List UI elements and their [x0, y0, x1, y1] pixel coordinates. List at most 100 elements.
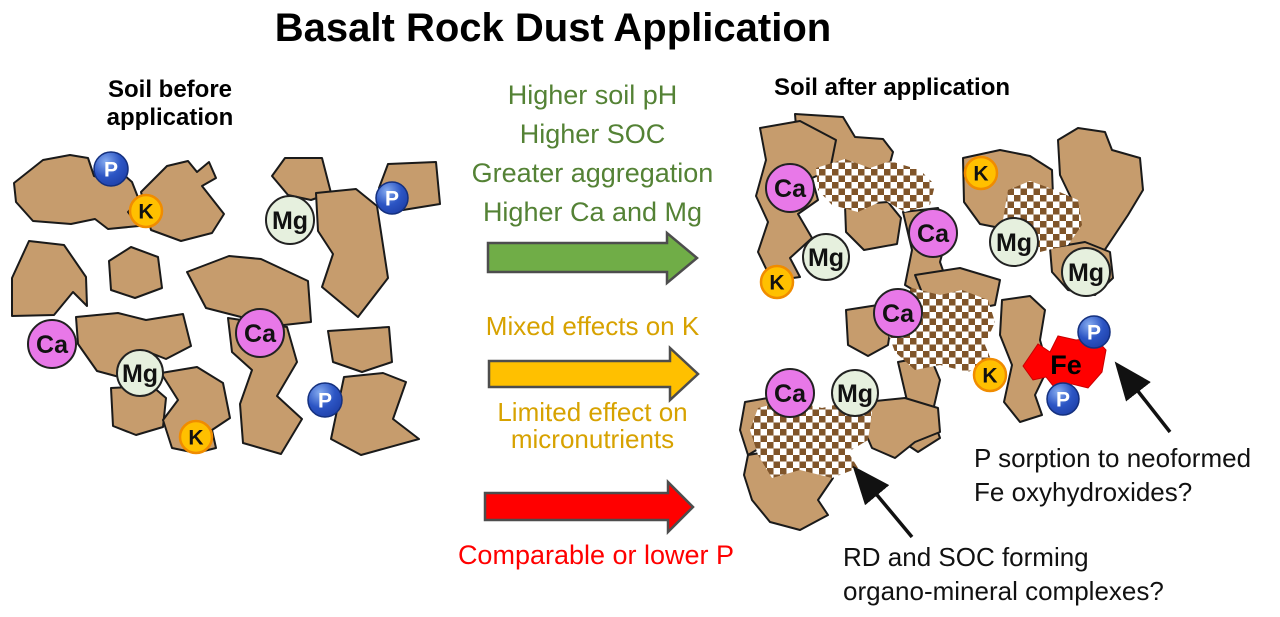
annotation-arrow: [852, 465, 914, 539]
ion-label: Ca: [882, 300, 915, 328]
ion-label: P: [104, 159, 118, 182]
soil-particle: [315, 188, 389, 318]
effect-line: Limited effect on: [497, 397, 688, 427]
ion-circle: [307, 382, 343, 418]
ion-badge-ca: Ca: [235, 308, 285, 358]
annotation-rd-soc: RD and SOC forming organo-mineral comple…: [843, 540, 1164, 608]
ion-badge-k: K: [128, 193, 164, 229]
ion-circle: [178, 419, 214, 455]
ion-label: Ca: [774, 380, 807, 408]
ion-label: K: [769, 272, 784, 295]
soil-particle: [108, 246, 163, 299]
ion-circle: [1061, 247, 1111, 297]
ion-badge-mg: Mg: [989, 217, 1039, 267]
ion-label: Mg: [837, 380, 873, 408]
annotation-p-sorption: P sorption to neoformed Fe oxyhydroxides…: [974, 441, 1251, 509]
ion-label: P: [385, 188, 399, 211]
ion-circle: [27, 319, 77, 369]
heading-soil-before: Soil before application: [106, 76, 234, 131]
ion-badge-p: P: [307, 382, 343, 418]
ion-circle: [802, 233, 850, 281]
ions-after: Ca K Ca Mg Mg Mg K Ca K Ca Mg P P: [759, 155, 1111, 418]
soil-particle: [140, 160, 225, 242]
ion-badge-p: P: [1077, 315, 1111, 349]
ion-badge-ca: Ca: [765, 163, 815, 213]
ion-circle: [265, 195, 315, 245]
ion-badge-mg: Mg: [831, 369, 879, 417]
ion-label: P: [1087, 322, 1101, 345]
effect-line: Greater aggregation: [471, 158, 714, 188]
ion-label: Mg: [996, 229, 1032, 257]
ion-badge-mg: Mg: [116, 349, 164, 397]
ion-circle: [831, 369, 879, 417]
ion-badge-k: K: [972, 357, 1008, 393]
effect-line: micronutrients: [510, 424, 675, 454]
ion-badge-k: K: [178, 419, 214, 455]
ion-label: P: [1056, 389, 1070, 412]
limited-effects-text: Limited effect on micronutrients: [445, 399, 740, 453]
ion-circle: [989, 217, 1039, 267]
annotation-line: organo-mineral complexes?: [843, 576, 1164, 606]
ion-label: Ca: [244, 320, 277, 348]
effect-arrow-positive: [486, 230, 699, 286]
ion-label: K: [973, 163, 988, 186]
ion-circle: [765, 368, 815, 418]
ion-circle: [908, 208, 958, 258]
ion-circle: [765, 163, 815, 213]
mixed-effects-text: Mixed effects on K: [485, 311, 700, 341]
negative-effects-text: Comparable or lower P: [457, 540, 735, 570]
soil-particle: [330, 372, 420, 456]
effect-line: Higher soil pH: [507, 80, 678, 110]
ion-label: Ca: [36, 331, 69, 359]
ion-circle: [873, 288, 923, 338]
ion-label: K: [982, 365, 997, 388]
page-title: Basalt Rock Dust Application: [274, 6, 832, 50]
ion-badge-mg: Mg: [802, 233, 850, 281]
annotation-line: RD and SOC forming: [843, 542, 1089, 572]
positive-effects-text: Higher soil pH Higher SOC Greater aggreg…: [445, 76, 740, 232]
ion-label: Ca: [774, 175, 807, 203]
ion-label: P: [318, 390, 332, 413]
ion-label: Mg: [1068, 259, 1104, 287]
effect-line: Higher SOC: [519, 119, 666, 149]
annotation-line: P sorption to neoformed: [974, 443, 1252, 473]
ion-circle: [93, 151, 129, 187]
ion-circle: [972, 357, 1008, 393]
soil-particle: [186, 255, 312, 326]
ion-label: Mg: [272, 207, 308, 235]
soil-particle: [999, 295, 1049, 423]
rock-dust-patch: [750, 400, 872, 478]
ion-badge-mg: Mg: [1061, 247, 1111, 297]
annotation-line: Fe oxyhydroxides?: [974, 477, 1193, 507]
ion-badge-ca: Ca: [873, 288, 923, 338]
ion-circle: [1077, 315, 1111, 349]
ion-circle: [963, 155, 999, 191]
ion-label: Mg: [808, 244, 844, 272]
ion-label: K: [138, 201, 153, 224]
fe-oxyhydroxide-shape: Fe: [1022, 335, 1107, 393]
soil-particle: [160, 366, 231, 454]
ion-badge-k: K: [963, 155, 999, 191]
fe-label: Fe: [1050, 350, 1082, 380]
soil-particle: [75, 312, 192, 379]
ion-badge-ca: Ca: [27, 319, 77, 369]
ion-badge-p: P: [93, 151, 129, 187]
ion-label: Ca: [917, 220, 950, 248]
ion-circle: [116, 349, 164, 397]
ion-circle: [235, 308, 285, 358]
soil-particle: [327, 326, 393, 373]
ion-circle: [375, 181, 409, 215]
annotation-arrow: [1114, 361, 1172, 434]
ion-label: K: [188, 427, 203, 450]
effect-arrow-mixed: [487, 345, 700, 403]
ion-badge-k: K: [759, 264, 795, 300]
rock-dust-patch: [816, 159, 935, 212]
effect-arrow-negative: [483, 478, 695, 536]
ion-label: Mg: [122, 360, 158, 388]
ion-badge-mg: Mg: [265, 195, 315, 245]
ion-circle: [759, 264, 795, 300]
ion-badge-ca: Ca: [908, 208, 958, 258]
effect-line: Higher Ca and Mg: [482, 197, 703, 227]
